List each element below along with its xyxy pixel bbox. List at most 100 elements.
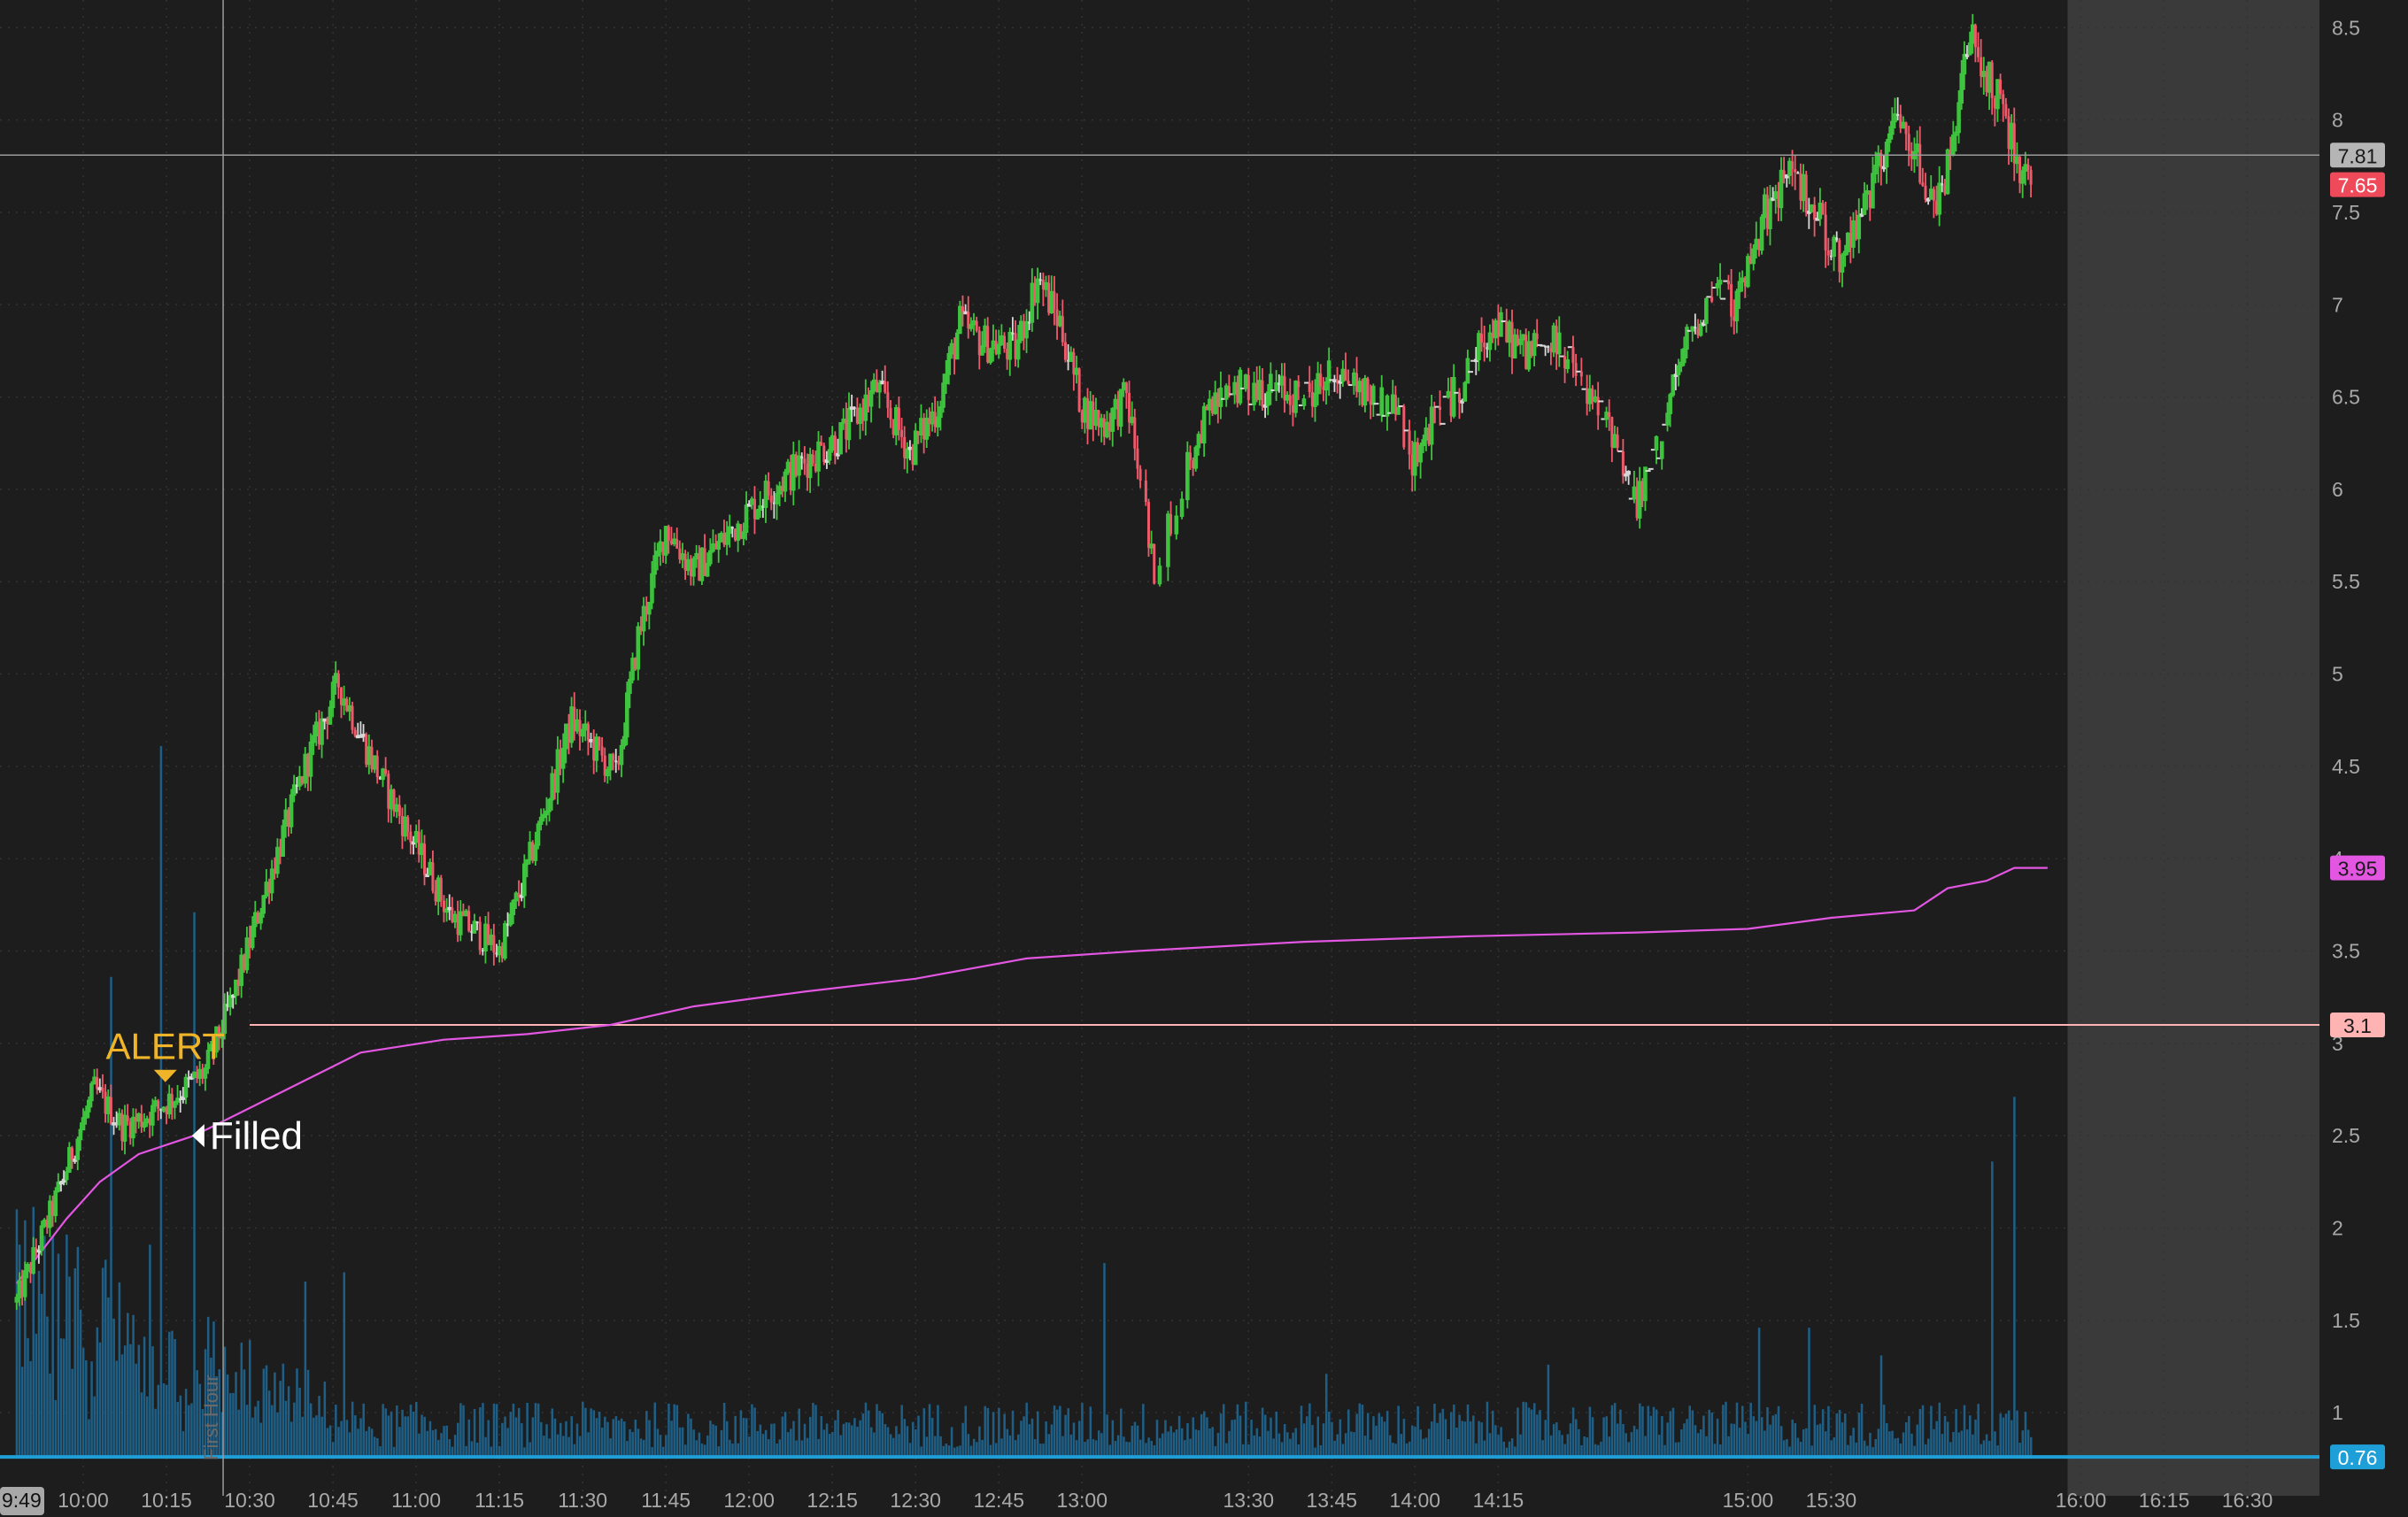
volume-bar <box>181 1431 185 1458</box>
candle-body <box>475 921 479 924</box>
level-price-tag <box>2330 1012 2385 1037</box>
volume-bar <box>1810 1445 1813 1458</box>
x-tick-label: 12:30 <box>890 1489 941 1512</box>
candle-body <box>1563 356 1567 369</box>
x-tick-label: 10:45 <box>307 1489 359 1512</box>
volume-bar <box>235 1372 237 1458</box>
volume-bar <box>1549 1435 1553 1458</box>
candle <box>201 1063 205 1084</box>
candle-body <box>897 407 900 430</box>
candle <box>996 329 1001 359</box>
x-axis[interactable]: 10:00 10:15 10:30 10:45 11:00 11:15 11:30 11:45… <box>0 1487 2408 1517</box>
volume-bar <box>828 1434 831 1458</box>
candle <box>1804 170 1808 217</box>
candle-body <box>1544 345 1547 348</box>
volume-bar <box>1094 1440 1098 1458</box>
candle <box>1935 185 1939 216</box>
y-axis[interactable]: 11.522.533.544.555.566.577.588.5 <box>2332 16 2360 1424</box>
candle-body <box>1110 407 1115 432</box>
volume-bar <box>1908 1415 1910 1458</box>
volume-bar <box>1261 1407 1264 1458</box>
candle <box>1981 57 1987 96</box>
candle <box>1921 167 1925 188</box>
candle <box>503 920 507 961</box>
volume-bar <box>1727 1436 1730 1458</box>
candle-body <box>617 760 621 765</box>
volume-bar <box>259 1422 262 1458</box>
candle <box>1487 324 1493 362</box>
volume-bar <box>115 1360 119 1458</box>
candle-body <box>941 382 945 408</box>
candle-body <box>1643 466 1648 502</box>
candle <box>1238 366 1243 405</box>
volume-bar <box>1514 1446 1517 1458</box>
x-tick-label: 15:30 <box>1806 1489 1857 1512</box>
volume-bar <box>861 1413 865 1458</box>
candle <box>303 746 308 789</box>
candle-body <box>1586 389 1589 404</box>
candle <box>1153 543 1156 585</box>
candle-body <box>1379 387 1385 416</box>
volume-bar <box>1169 1426 1172 1458</box>
volume-bar <box>1777 1405 1780 1458</box>
candle <box>353 727 357 738</box>
volume-bar <box>1133 1421 1137 1458</box>
candle-body <box>1654 435 1659 450</box>
candle <box>1427 423 1431 447</box>
candle-body <box>35 1247 38 1252</box>
candle-body <box>1907 134 1910 151</box>
volume-bar <box>659 1435 662 1458</box>
candle-body <box>868 389 874 407</box>
candle <box>1213 381 1217 415</box>
candle <box>1612 425 1617 449</box>
candle-body <box>328 706 333 725</box>
volume-bar <box>276 1412 279 1458</box>
candle <box>919 404 923 443</box>
candle-body <box>14 1297 19 1303</box>
candle-body <box>122 1114 127 1142</box>
candle-body <box>170 1094 174 1107</box>
candle <box>1926 197 1931 205</box>
volume-bar <box>1272 1438 1275 1458</box>
volume-bar <box>1691 1410 1694 1458</box>
volume-bar <box>915 1428 917 1458</box>
volume-bar <box>1255 1428 1259 1458</box>
candle-body <box>1704 297 1709 324</box>
candle-body <box>1067 359 1070 362</box>
candle-body <box>411 841 416 845</box>
candle <box>1754 221 1759 259</box>
candle <box>1074 355 1079 384</box>
candle-body <box>953 343 956 359</box>
candle-body <box>1671 374 1676 396</box>
candle-body <box>447 906 452 911</box>
volume-bar <box>49 1373 51 1458</box>
candle-body <box>612 754 615 761</box>
candle <box>1421 434 1426 454</box>
volume-bar <box>1957 1432 1960 1458</box>
volume-bar <box>1610 1405 1614 1458</box>
candle-body <box>1815 218 1820 221</box>
volume-bar <box>423 1416 426 1458</box>
candle-body <box>53 1190 58 1217</box>
volume-bar <box>1355 1413 1358 1458</box>
candle-body <box>1279 375 1285 386</box>
candle-body <box>1879 153 1883 168</box>
volume-bar <box>1749 1402 1752 1458</box>
candle-body <box>239 954 243 987</box>
y-tick-label: 7.5 <box>2332 201 2360 224</box>
candle <box>598 735 601 751</box>
candle <box>1193 445 1199 472</box>
candle-body <box>75 1138 81 1160</box>
candle-body <box>1999 80 2003 95</box>
volume-bar <box>1722 1405 1725 1458</box>
candle-body <box>575 719 580 732</box>
x-tick-label: 12:00 <box>723 1489 775 1512</box>
volume-bar <box>1172 1432 1176 1458</box>
candle <box>1208 389 1212 426</box>
candle-body <box>803 458 807 464</box>
volume-bar <box>149 1244 151 1458</box>
candle <box>406 814 410 840</box>
volume-bar <box>412 1411 415 1458</box>
x-tick-label: 14:15 <box>1473 1489 1524 1512</box>
